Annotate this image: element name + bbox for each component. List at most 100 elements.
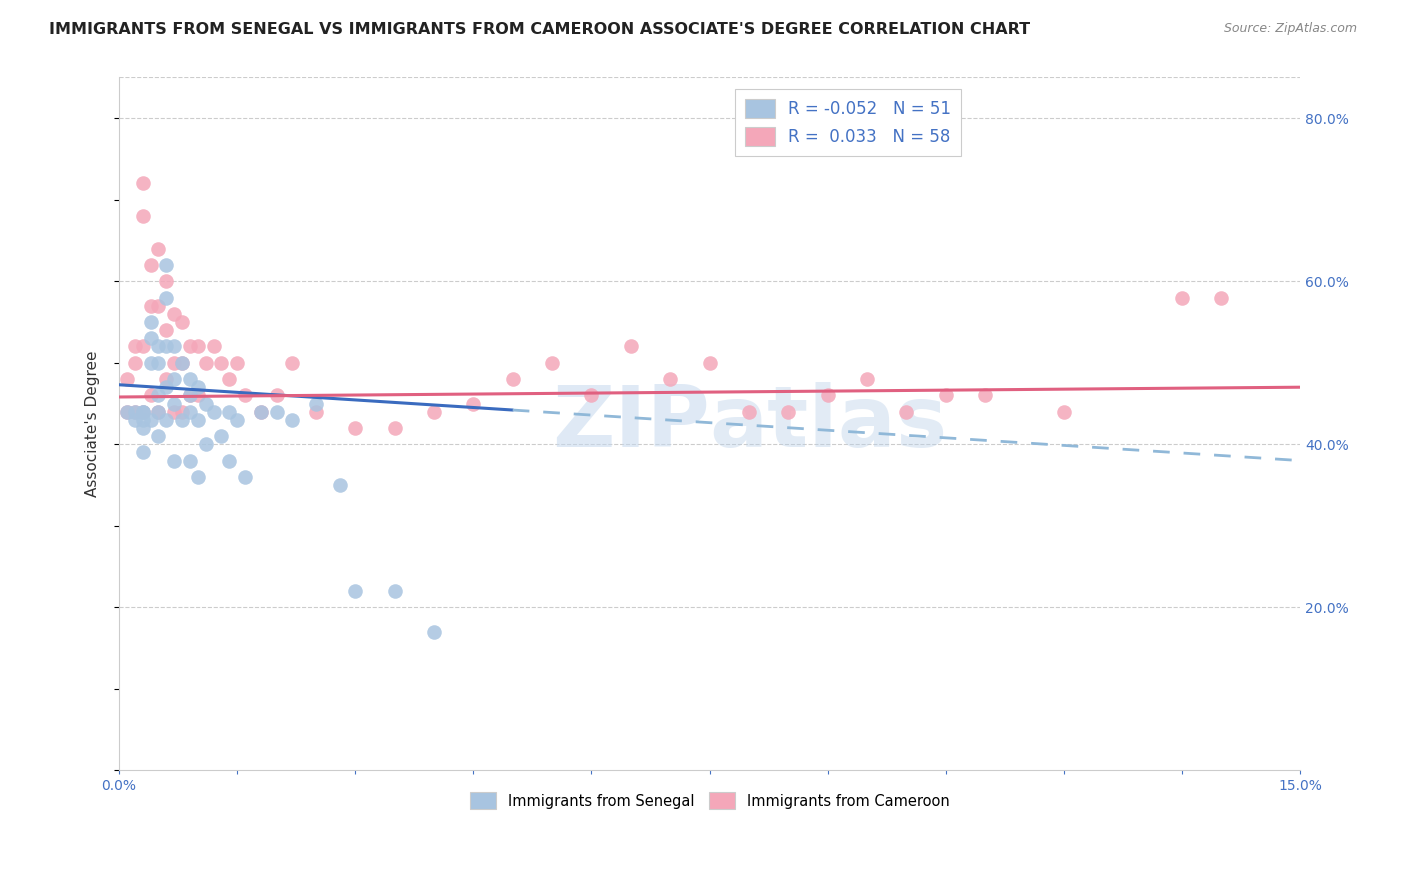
Text: Source: ZipAtlas.com: Source: ZipAtlas.com (1223, 22, 1357, 36)
Point (581, 388, 603, 402)
Point (131, 445, 153, 459)
Point (344, 584, 367, 599)
Point (659, 372, 682, 386)
Point (115, 405, 138, 419)
Point (179, 372, 201, 386)
Point (131, 413, 153, 427)
Point (541, 356, 564, 370)
Point (139, 356, 162, 370)
Point (1171, 291, 1194, 305)
Point (163, 372, 186, 386)
Point (155, 291, 177, 305)
Point (163, 396, 186, 410)
Point (209, 429, 232, 443)
Point (148, 388, 170, 402)
Point (170, 405, 193, 419)
Point (856, 372, 879, 386)
Point (1053, 405, 1076, 419)
Point (1211, 291, 1233, 305)
Point (249, 405, 271, 419)
Point (115, 405, 138, 419)
Point (423, 405, 446, 419)
Point (384, 584, 406, 599)
Point (155, 372, 177, 386)
Point (139, 413, 162, 427)
Point (179, 388, 201, 402)
Point (187, 388, 209, 402)
Point (124, 405, 146, 419)
Point (344, 421, 367, 435)
Point (896, 405, 918, 419)
Point (179, 405, 201, 419)
Point (131, 339, 153, 353)
Point (423, 624, 446, 639)
Point (139, 315, 162, 329)
Point (620, 339, 643, 353)
Point (218, 372, 240, 386)
Point (124, 413, 146, 427)
Point (124, 356, 146, 370)
Point (155, 339, 177, 353)
Point (778, 405, 800, 419)
Point (170, 356, 193, 370)
Point (155, 274, 177, 288)
Point (209, 356, 232, 370)
Point (148, 339, 170, 353)
Point (226, 413, 249, 427)
Point (148, 429, 170, 443)
Point (170, 413, 193, 427)
Point (179, 339, 201, 353)
Point (131, 177, 153, 191)
Point (115, 372, 138, 386)
Point (148, 299, 170, 313)
Point (170, 356, 193, 370)
Point (266, 405, 288, 419)
Text: atlas: atlas (710, 383, 948, 466)
Point (148, 242, 170, 256)
Y-axis label: Associate's Degree: Associate's Degree (86, 351, 100, 497)
Point (131, 209, 153, 223)
Point (738, 405, 761, 419)
Point (148, 405, 170, 419)
Point (233, 470, 256, 484)
Point (502, 372, 524, 386)
Point (139, 331, 162, 345)
Point (328, 478, 350, 492)
Point (163, 339, 186, 353)
Point (233, 388, 256, 402)
Point (187, 413, 209, 427)
Text: IMMIGRANTS FROM SENEGAL VS IMMIGRANTS FROM CAMEROON ASSOCIATE'S DEGREE CORRELATI: IMMIGRANTS FROM SENEGAL VS IMMIGRANTS FR… (49, 22, 1031, 37)
Point (218, 405, 240, 419)
Point (249, 405, 271, 419)
Point (281, 356, 304, 370)
Point (384, 421, 406, 435)
Point (155, 258, 177, 272)
Point (305, 396, 328, 410)
Point (163, 307, 186, 321)
Point (187, 470, 209, 484)
Point (194, 356, 217, 370)
Point (305, 405, 328, 419)
Point (179, 388, 201, 402)
Point (202, 339, 225, 353)
Point (179, 453, 201, 467)
Point (148, 405, 170, 419)
Point (131, 405, 153, 419)
Point (935, 388, 957, 402)
Text: ZIP: ZIP (551, 383, 710, 466)
Point (155, 323, 177, 337)
Point (218, 453, 240, 467)
Point (187, 339, 209, 353)
Point (124, 339, 146, 353)
Point (170, 315, 193, 329)
Point (139, 388, 162, 402)
Point (163, 356, 186, 370)
Point (163, 405, 186, 419)
Point (148, 356, 170, 370)
Point (817, 388, 839, 402)
Legend: Immigrants from Senegal, Immigrants from Cameroon: Immigrants from Senegal, Immigrants from… (464, 787, 955, 815)
Point (463, 396, 485, 410)
Point (155, 413, 177, 427)
Point (131, 405, 153, 419)
Point (155, 380, 177, 394)
